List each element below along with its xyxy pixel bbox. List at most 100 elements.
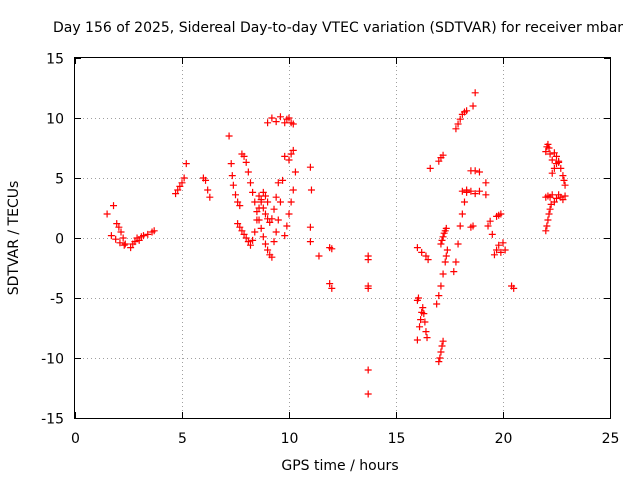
data-point <box>442 252 450 260</box>
data-point <box>545 210 553 218</box>
data-point <box>435 292 443 300</box>
data-point <box>232 191 239 199</box>
data-point <box>475 187 483 195</box>
data-point <box>439 151 447 159</box>
data-point <box>490 251 498 259</box>
data-point <box>553 194 560 202</box>
y-tick-label: 5 <box>55 172 64 188</box>
data-point <box>150 227 158 235</box>
data-point <box>436 354 444 362</box>
data-point <box>225 132 233 140</box>
data-point <box>229 181 237 189</box>
data-point <box>475 168 483 176</box>
data-point <box>544 140 552 148</box>
data-point <box>204 186 212 194</box>
data-point <box>482 179 490 187</box>
data-point <box>454 120 462 128</box>
data-point <box>484 222 492 230</box>
data-point <box>546 205 554 213</box>
data-point <box>488 230 496 238</box>
data-point <box>259 188 267 196</box>
data-point <box>261 192 269 200</box>
data-point <box>441 258 449 266</box>
data-point <box>456 115 464 123</box>
y-tick-label: 10 <box>46 112 64 128</box>
data-point <box>437 348 445 356</box>
data-point <box>110 202 118 210</box>
data-point <box>176 182 184 190</box>
data-point <box>306 238 314 246</box>
data-point <box>542 148 550 156</box>
data-point <box>257 224 265 232</box>
data-point <box>113 220 121 228</box>
data-point <box>182 160 190 168</box>
data-point <box>268 215 276 223</box>
data-point <box>249 188 257 196</box>
data-point <box>510 284 518 292</box>
data-point <box>482 191 490 199</box>
data-point <box>251 228 259 236</box>
data-point <box>437 282 445 290</box>
data-point <box>270 205 278 213</box>
x-tick-label: 0 <box>71 431 80 447</box>
data-point <box>116 239 124 247</box>
data-point <box>546 150 554 158</box>
data-point <box>202 176 210 184</box>
data-point <box>139 232 147 240</box>
data-point <box>115 223 123 231</box>
data-point <box>435 358 443 366</box>
data-point <box>135 236 143 244</box>
data-point <box>291 168 299 176</box>
data-point <box>426 164 434 172</box>
data-point <box>276 113 284 121</box>
data-point <box>435 157 443 165</box>
data-point <box>458 210 466 218</box>
data-point <box>460 198 468 206</box>
data-point <box>548 169 556 177</box>
y-axis-title: SDTVAR / TECUs <box>6 181 22 296</box>
data-point <box>493 246 501 254</box>
data-point <box>421 318 429 326</box>
data-point <box>174 186 182 194</box>
data-point <box>234 198 242 206</box>
data-point <box>244 168 252 176</box>
data-point <box>274 179 282 187</box>
data-point <box>439 337 447 345</box>
data-point <box>285 210 293 218</box>
data-point <box>458 187 466 195</box>
data-point <box>543 222 551 230</box>
data-point <box>326 280 334 288</box>
data-point <box>228 172 236 180</box>
y-tick-label: 0 <box>55 232 64 248</box>
data-point <box>559 196 567 204</box>
data-point <box>107 232 115 240</box>
data-point <box>287 150 295 158</box>
data-point <box>206 193 214 201</box>
data-point <box>364 284 372 292</box>
data-point <box>287 198 295 206</box>
data-point <box>542 227 550 235</box>
data-point <box>550 164 558 172</box>
data-point <box>266 218 274 226</box>
data-point <box>255 192 263 200</box>
data-point <box>274 216 282 224</box>
data-point <box>469 222 477 230</box>
data-point <box>259 233 267 241</box>
data-point <box>499 239 507 247</box>
data-point <box>279 176 287 184</box>
data-point <box>467 187 475 195</box>
data-point <box>264 246 272 254</box>
data-point <box>253 216 261 224</box>
data-point <box>264 119 272 127</box>
data-point <box>471 190 479 198</box>
data-point <box>119 234 127 242</box>
data-point <box>251 198 259 206</box>
data-point <box>413 336 421 344</box>
data-point <box>246 241 254 249</box>
data-point <box>289 146 297 154</box>
data-point <box>242 234 250 242</box>
x-tick-label: 20 <box>495 431 513 447</box>
data-point <box>486 217 494 225</box>
data-point <box>463 188 471 196</box>
